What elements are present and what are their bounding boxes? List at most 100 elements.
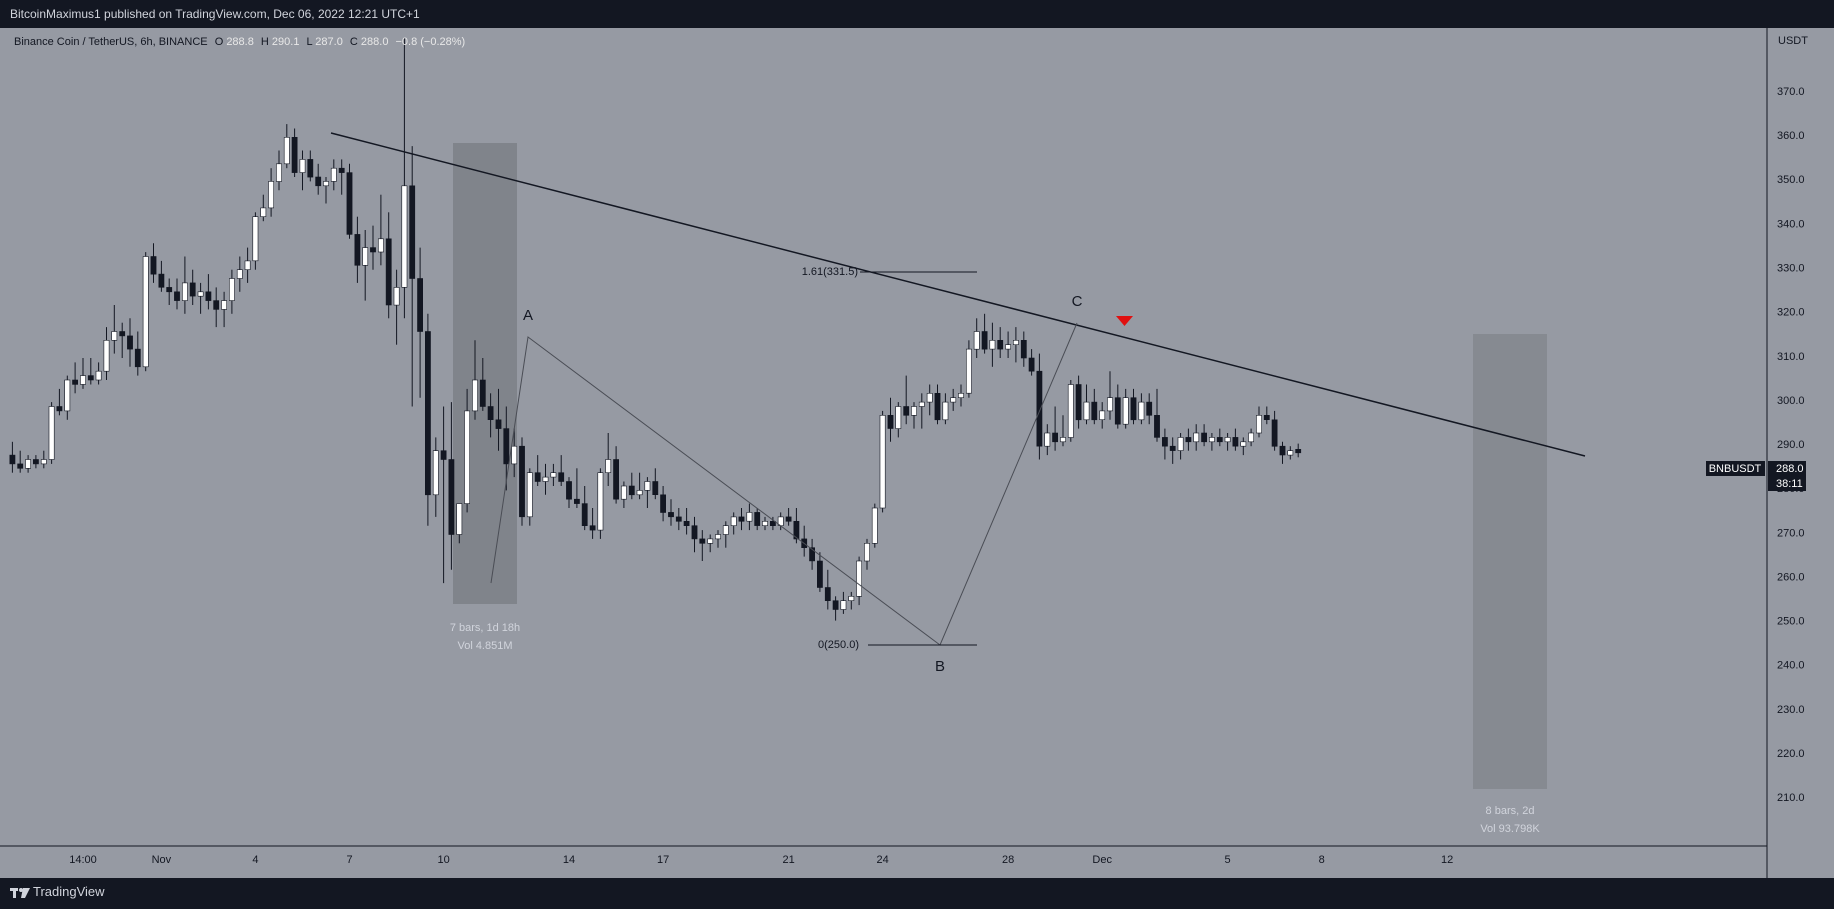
- candles: [9, 38, 1302, 621]
- svg-text:Binance Coin / TetherUS, 6h, B: Binance Coin / TetherUS, 6h, BINANCE O 2…: [14, 36, 465, 48]
- tradingview-brand: TradingView: [33, 884, 105, 899]
- candle: [260, 194, 267, 222]
- candle: [730, 512, 737, 535]
- price-tag-countdown: 38:11: [1776, 478, 1803, 490]
- candle: [158, 260, 165, 292]
- candle: [895, 402, 902, 438]
- candle: [809, 538, 815, 570]
- candle: [652, 468, 659, 500]
- candle: [40, 450, 47, 469]
- x-tick-label: 28: [1002, 854, 1014, 866]
- candle: [1216, 428, 1223, 447]
- candle: [1052, 406, 1058, 451]
- footer-bar: TradingView: [0, 878, 1834, 909]
- ohlc-legend: Binance Coin / TetherUS, 6h, BINANCE O 2…: [14, 36, 465, 48]
- candle: [589, 508, 596, 539]
- candle: [958, 384, 964, 407]
- candle: [25, 455, 31, 473]
- candle: [1075, 375, 1082, 429]
- candle: [832, 596, 839, 621]
- candle: [989, 322, 996, 367]
- candle: [464, 388, 470, 513]
- candle: [691, 516, 698, 553]
- range-box-1: [453, 143, 517, 604]
- x-tick-label: Dec: [1092, 854, 1112, 866]
- candle: [1060, 415, 1066, 447]
- price-chart[interactable]: 210.0220.0230.0240.0250.0260.0270.0280.0…: [0, 28, 1834, 878]
- candle: [1201, 424, 1207, 447]
- candle: [707, 534, 714, 553]
- candle: [715, 530, 721, 548]
- candle: [1036, 353, 1043, 460]
- candle: [668, 499, 674, 526]
- x-tick-label: 4: [252, 854, 258, 866]
- candle: [879, 410, 886, 513]
- candle: [542, 463, 549, 495]
- x-tick-label: 14:00: [69, 854, 97, 866]
- candle: [840, 591, 847, 614]
- publisher-header: BitcoinMaximus1 published on TradingView…: [0, 0, 1834, 28]
- candle: [307, 150, 314, 182]
- candle: [503, 406, 510, 491]
- resistance-trendline[interactable]: [330, 132, 1586, 457]
- candle: [1263, 406, 1270, 425]
- candle: [1146, 393, 1153, 425]
- x-tick-label: 12: [1441, 854, 1453, 866]
- candle: [519, 437, 525, 526]
- candle: [111, 305, 118, 354]
- y-tick-label: 270.0: [1777, 527, 1805, 539]
- x-tick-label: 24: [876, 854, 888, 866]
- candle: [1138, 393, 1145, 425]
- candle: [1185, 428, 1192, 451]
- candle: [981, 313, 988, 354]
- legend-c-label: C: [350, 36, 358, 48]
- candle: [354, 216, 361, 283]
- candle: [1020, 331, 1027, 367]
- candle: [856, 556, 862, 606]
- candle: [487, 393, 494, 438]
- last-price-tag: BNBUSDT 288.0 38:11: [1706, 461, 1806, 491]
- candle: [9, 441, 16, 473]
- candle: [1154, 388, 1160, 442]
- y-tick-label: 210.0: [1777, 792, 1805, 804]
- legend-o-label: O: [215, 36, 224, 48]
- candle: [550, 463, 557, 486]
- candle: [1248, 428, 1254, 447]
- candle: [409, 146, 416, 407]
- candle: [934, 384, 941, 425]
- x-tick-label: 10: [437, 854, 449, 866]
- candle: [393, 269, 400, 345]
- legend-h-label: H: [261, 36, 269, 48]
- fib-161-label: 1.61(331.5): [802, 266, 858, 278]
- candle: [189, 269, 196, 305]
- candle: [330, 159, 337, 191]
- candle: [17, 450, 24, 473]
- legend-change: −0.8 (−0.28%): [396, 36, 466, 48]
- y-tick-label: 340.0: [1777, 218, 1805, 230]
- candle: [1193, 424, 1200, 451]
- y-tick-label: 290.0: [1777, 439, 1805, 451]
- candle: [965, 340, 972, 398]
- candle: [1044, 424, 1051, 456]
- x-tick-label: 7: [346, 854, 352, 866]
- y-tick-label: 310.0: [1777, 351, 1805, 363]
- candle: [142, 252, 149, 372]
- x-tick-label: 21: [782, 854, 794, 866]
- candle: [103, 327, 110, 380]
- y-tick-label: 360.0: [1777, 130, 1805, 142]
- candle: [887, 397, 894, 442]
- candle: [323, 177, 329, 204]
- range2-vol-label: Vol 93.798K: [1480, 823, 1540, 835]
- candle: [816, 552, 823, 592]
- x-axis-ticks: 14:00 Nov 4 7 10 14 17 21 24 28 Dec 5 8 12: [69, 854, 1453, 866]
- candle: [511, 428, 518, 478]
- candle: [1091, 388, 1098, 425]
- candle: [252, 212, 259, 270]
- x-tick-label: 5: [1225, 854, 1231, 866]
- candle: [377, 194, 384, 266]
- candle: [1287, 446, 1294, 460]
- candle: [432, 437, 439, 517]
- candle: [558, 455, 565, 486]
- candle: [229, 269, 235, 314]
- candle: [134, 331, 141, 376]
